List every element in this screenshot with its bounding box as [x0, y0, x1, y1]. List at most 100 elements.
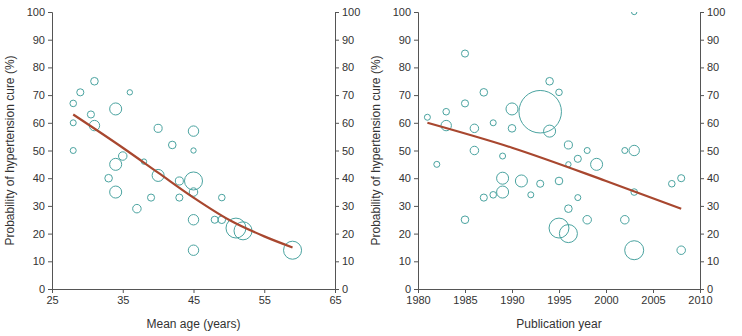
tick: 60 — [335, 117, 354, 129]
tick: 30 — [33, 200, 52, 212]
tick-mark — [414, 67, 418, 68]
tick: 70 — [335, 89, 354, 101]
tick: 100 — [335, 6, 360, 18]
tick: 10 — [399, 255, 418, 267]
tick-label: 100 — [393, 6, 411, 18]
tick: 2005 — [641, 289, 665, 306]
bubble — [168, 141, 176, 149]
bubble — [70, 147, 76, 153]
tick: 70 — [700, 89, 719, 101]
bubble — [91, 77, 99, 85]
trend-line — [427, 123, 681, 209]
tick-label: 10 — [707, 255, 719, 267]
tick: 0 — [335, 283, 348, 295]
bubble — [677, 246, 685, 254]
tick-label: 60 — [342, 117, 354, 129]
tick: 100 — [393, 6, 418, 18]
tick-label: 20 — [707, 228, 719, 240]
y-axis-right: 0102030405060708090100 — [700, 6, 725, 295]
y-axis-title: Probability of hypertension cure (%) — [3, 55, 17, 245]
tick-label: 25 — [46, 294, 58, 306]
bubble — [191, 148, 196, 153]
tick-label: 2005 — [641, 294, 665, 306]
bubble — [556, 89, 563, 96]
tick-label: 0 — [405, 283, 411, 295]
tick-label: 90 — [33, 34, 45, 46]
tick-label: 80 — [707, 61, 719, 73]
bubble — [434, 161, 440, 167]
tick-mark — [700, 151, 704, 152]
tick-mark — [700, 234, 704, 235]
tick: 40 — [700, 172, 719, 184]
chart-panel: 1980198519901995200020052010010203040506… — [369, 6, 725, 331]
tick-label: 35 — [117, 294, 129, 306]
tick-label: 0 — [39, 283, 45, 295]
bubble — [564, 141, 572, 149]
tick-label: 50 — [342, 145, 354, 157]
bubble — [632, 12, 637, 15]
bubble — [461, 50, 468, 57]
tick: 100 — [700, 6, 725, 18]
tick: 1995 — [547, 289, 571, 306]
tick-label: 80 — [399, 61, 411, 73]
tick-mark — [414, 12, 418, 13]
tick: 45 — [188, 289, 200, 306]
tick: 20 — [33, 228, 52, 240]
tick-mark — [414, 95, 418, 96]
tick-mark — [48, 206, 52, 207]
bubble — [506, 103, 518, 115]
tick-label: 10 — [342, 255, 354, 267]
tick: 90 — [399, 34, 418, 46]
bubble — [622, 147, 628, 153]
tick-label: 50 — [707, 145, 719, 157]
tick-label: 40 — [342, 172, 354, 184]
bubble — [470, 146, 478, 154]
bubble — [574, 155, 581, 162]
bubble — [461, 216, 469, 224]
tick-mark — [335, 40, 339, 41]
tick: 50 — [335, 145, 354, 157]
tick: 60 — [700, 117, 719, 129]
tick-label: 55 — [259, 294, 271, 306]
tick-label: 100 — [707, 6, 725, 18]
tick: 100 — [27, 6, 52, 18]
bubble — [584, 147, 590, 153]
bubble — [678, 175, 685, 182]
bubble — [565, 205, 573, 213]
tick-mark — [414, 234, 418, 235]
tick-label: 70 — [707, 89, 719, 101]
tick-mark — [700, 261, 704, 262]
tick-label: 100 — [27, 6, 45, 18]
tick-mark — [335, 178, 339, 179]
bubble — [119, 152, 127, 160]
bubble — [480, 89, 488, 97]
chart-root: 2535455565010203040506070809010001020304… — [0, 0, 742, 336]
tick: 0 — [405, 283, 418, 295]
bubble — [497, 186, 509, 198]
tick-mark — [465, 289, 466, 293]
axis-line — [53, 290, 336, 294]
bubble — [110, 103, 122, 115]
tick: 70 — [399, 89, 418, 101]
tick-mark — [414, 123, 418, 124]
bubble — [70, 100, 77, 107]
bubble — [443, 108, 450, 115]
tick-label: 2000 — [594, 294, 618, 306]
bubble — [70, 120, 76, 126]
bubble — [176, 194, 183, 201]
tick: 30 — [700, 200, 719, 212]
tick-label: 30 — [342, 200, 354, 212]
tick: 10 — [335, 255, 354, 267]
tick-mark — [700, 67, 704, 68]
tick-mark — [194, 289, 195, 293]
tick: 65 — [329, 289, 341, 306]
bubble — [105, 174, 113, 182]
tick-label: 2010 — [688, 294, 712, 306]
tick-label: 0 — [707, 283, 713, 295]
bubble — [110, 158, 122, 170]
tick-mark — [48, 261, 52, 262]
bubble — [515, 175, 527, 187]
tick-mark — [48, 289, 52, 290]
tick-mark — [264, 289, 265, 293]
bubble — [110, 186, 122, 198]
